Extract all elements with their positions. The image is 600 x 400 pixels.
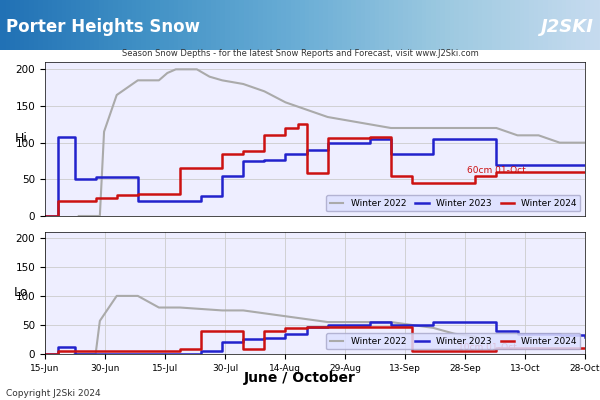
Text: Season Snow Depths - for the latest Snow Reports and Forecast, visit www.J2Ski.c: Season Snow Depths - for the latest Snow… [122,49,478,58]
Legend: Winter 2022, Winter 2023, Winter 2024: Winter 2022, Winter 2023, Winter 2024 [326,195,580,212]
Text: 10cm 01-Oct: 10cm 01-Oct [458,343,517,352]
Text: June / October: June / October [244,371,356,385]
Y-axis label: Lo: Lo [14,286,28,300]
Text: J2SKI: J2SKI [541,18,594,36]
Text: Porter Heights Snow: Porter Heights Snow [6,18,200,36]
Legend: Winter 2022, Winter 2023, Winter 2024: Winter 2022, Winter 2023, Winter 2024 [326,333,580,350]
Text: Copyright J2Ski 2024: Copyright J2Ski 2024 [6,389,101,398]
Text: 60cm 01-Oct: 60cm 01-Oct [467,166,526,175]
Y-axis label: Hi: Hi [14,132,27,146]
